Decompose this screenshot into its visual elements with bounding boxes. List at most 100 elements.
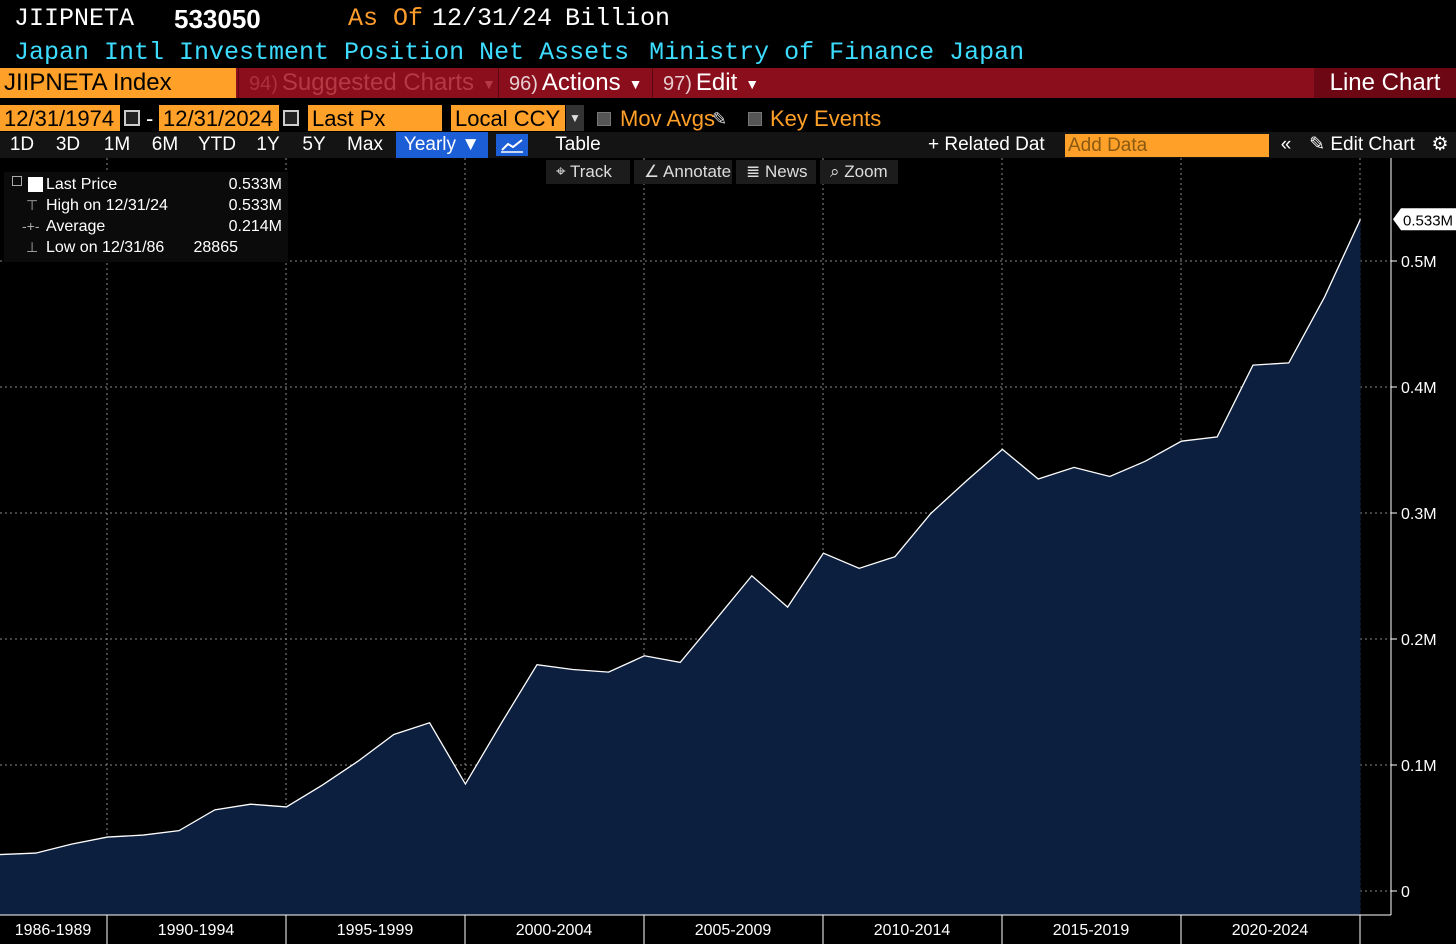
x-tick-label: 1995-1999 <box>337 922 414 939</box>
source: Ministry of Finance Japan <box>649 38 1025 67</box>
suggested-charts-menu[interactable]: 94) Suggested Charts ▼ <box>238 68 496 98</box>
description: Japan Intl Investment Position Net Asset… <box>14 38 630 67</box>
legend-swatch <box>28 177 43 192</box>
calendar-icon[interactable] <box>124 110 140 126</box>
related-data-button[interactable]: + Related Dat <box>928 134 1045 155</box>
legend-low-value: 28865 <box>193 239 239 256</box>
annotate-icon: ∠ <box>644 162 664 181</box>
range-5y[interactable]: 5Y <box>302 134 326 155</box>
y-tick-label: 0.2M <box>1401 632 1437 649</box>
legend-last-value: 0.533M <box>228 176 282 193</box>
range-3d[interactable]: 3D <box>55 134 81 155</box>
last-value-tag-label: 0.533M <box>1403 212 1453 229</box>
edit-chart-label: Edit Chart <box>1330 134 1415 155</box>
x-tick-label: 1986-1989 <box>15 922 92 939</box>
table-button[interactable]: Table <box>555 134 601 155</box>
y-tick-label: 0 <box>1401 884 1410 901</box>
legend-average: -+- Average 0.214M <box>4 216 288 237</box>
field-select[interactable]: Last Px <box>308 105 442 131</box>
command-bar: JIIPNETA Index 94) Suggested Charts ▼ 96) A… <box>0 68 1456 98</box>
pencil-icon: ✎ <box>1309 134 1331 155</box>
x-tick-label: 1990-1994 <box>158 922 235 939</box>
x-tick-label: 2015-2019 <box>1053 922 1130 939</box>
security-description: Japan Intl Investment Position Net Asset… <box>14 36 1024 70</box>
x-tick-label: 2020-2024 <box>1232 922 1309 939</box>
mov-avgs-checkbox[interactable] <box>597 112 611 126</box>
x-axis: 1986-1989 1990-1994 1995-1999 2000-2004 2005… <box>0 914 1391 944</box>
legend-avg-label: Average <box>46 218 106 235</box>
add-data-input[interactable]: Add Data <box>1065 134 1269 157</box>
edit-menu[interactable]: 97) Edit ▼ <box>652 68 764 98</box>
annotate-button[interactable]: ∠ Annotate <box>634 160 732 184</box>
legend-avg-value: 0.214M <box>228 218 282 235</box>
chevron-down-icon: ▼ <box>745 75 760 92</box>
zoom-label: Zoom <box>844 162 888 181</box>
key-events-checkbox[interactable] <box>748 112 762 126</box>
range-1d[interactable]: 1D <box>9 134 35 155</box>
chart-type-label[interactable]: Line Chart <box>1314 68 1456 98</box>
suggested-label: Suggested Charts <box>281 69 475 96</box>
gear-icon[interactable]: ⚙ <box>1431 134 1449 155</box>
zoom-button[interactable]: ⌕ Zoom <box>820 160 898 184</box>
legend-high: ⊤ High on 12/31/24 0.533M <box>4 195 288 216</box>
chart-area[interactable]: 0 0.1M 0.2M 0.3M 0.4M 0.5M 0.533M 1986-1989 199… <box>0 158 1456 944</box>
actions-num: 96) <box>509 73 538 95</box>
chevron-down-icon[interactable]: ▼ <box>566 105 584 131</box>
as-of-date: 12/31/24 <box>432 4 553 33</box>
range-6m[interactable]: 6M <box>151 134 179 155</box>
collapse-box-icon[interactable] <box>12 176 22 186</box>
actions-label: Actions <box>541 69 621 96</box>
legend-high-value: 0.533M <box>228 197 282 214</box>
legend-last-label: Last Price <box>46 176 118 193</box>
start-date-input[interactable]: 12/31/1974 <box>0 105 120 131</box>
series-line <box>0 219 1361 856</box>
news-icon: ≣ <box>746 162 765 181</box>
track-button[interactable]: ⌖ Track <box>546 160 630 184</box>
legend-last: Last Price 0.533M <box>4 174 288 195</box>
y-tick-label: 0.5M <box>1401 254 1437 271</box>
key-events-label[interactable]: Key Events <box>770 106 882 131</box>
currency-select[interactable]: Local CCY <box>451 105 565 131</box>
ticker: JIIPNETA <box>14 4 135 33</box>
last-value: 533050 <box>174 4 261 34</box>
mov-avgs-label[interactable]: Mov Avgs <box>620 106 715 131</box>
edit-chart-button[interactable]: ✎ Edit Chart <box>1306 132 1418 158</box>
legend-low-label: Low on 12/31/86 <box>46 239 165 256</box>
calendar-icon[interactable] <box>283 110 299 126</box>
news-label: News <box>764 162 808 181</box>
as-of-label: As Of <box>348 4 424 33</box>
range-ytd[interactable]: YTD <box>198 134 236 155</box>
range-max[interactable]: Max <box>347 134 383 155</box>
y-tick-label: 0.4M <box>1401 380 1437 397</box>
security-header: JIIPNETA 533050 As Of 12/31/24 Billion <box>0 0 1456 38</box>
legend-low: ⊥ Low on 12/31/86 28865 <box>4 237 288 258</box>
average-icon: -+- <box>22 218 40 234</box>
collapse-icon[interactable]: « <box>1280 134 1292 155</box>
x-tick-label: 2005-2009 <box>695 922 772 939</box>
edit-num: 97) <box>663 73 692 95</box>
y-axis: 0 0.1M 0.2M 0.3M 0.4M 0.5M 0.533M <box>1390 158 1456 915</box>
chart-legend: Last Price 0.533M ⊤ High on 12/31/24 0.5… <box>4 172 288 262</box>
crosshair-icon: ⌖ <box>556 162 570 181</box>
edit-label: Edit <box>695 69 738 96</box>
pencil-icon[interactable]: ✎ <box>712 109 728 129</box>
x-tick-label: 2010-2014 <box>874 922 951 939</box>
news-button[interactable]: ≣ News <box>736 160 816 184</box>
legend-high-label: High on 12/31/24 <box>46 197 168 214</box>
chevron-down-icon: ▼ <box>482 75 496 92</box>
chevron-down-icon: ▼ <box>628 75 643 92</box>
suggested-num: 94) <box>249 73 278 95</box>
period-select[interactable]: Yearly ▼ <box>396 132 488 158</box>
date-separator: - <box>146 106 154 131</box>
chart-toolbar: 1D 3D 1M 6M YTD 1Y 5Y Max Yearly ▼ Table… <box>0 132 1456 158</box>
y-tick-label: 0.1M <box>1401 758 1437 775</box>
annotate-label: Annotate <box>663 162 732 181</box>
zoom-icon: ⌕ <box>830 162 845 181</box>
range-1y[interactable]: 1Y <box>256 134 280 155</box>
range-1m[interactable]: 1M <box>103 134 131 155</box>
actions-menu[interactable]: 96) Actions ▼ <box>498 68 650 98</box>
units-label: Billion <box>565 4 671 33</box>
security-input[interactable]: JIIPNETA Index <box>0 68 236 98</box>
line-chart-icon[interactable] <box>496 134 528 156</box>
end-date-input[interactable]: 12/31/2024 <box>159 105 279 131</box>
